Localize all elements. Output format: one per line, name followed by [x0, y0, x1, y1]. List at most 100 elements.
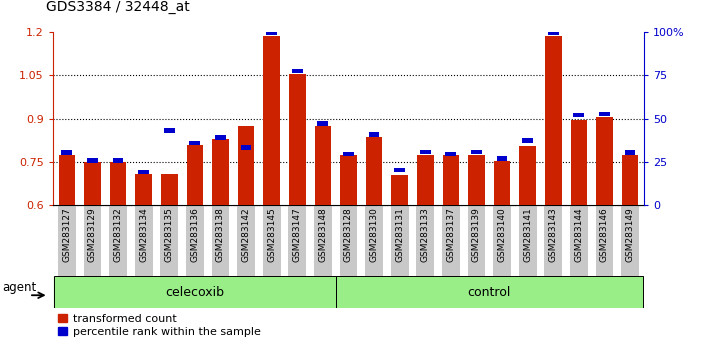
- Bar: [596, 117, 612, 205]
- Text: control: control: [467, 286, 511, 298]
- Bar: [292, 69, 303, 73]
- Bar: [315, 126, 331, 205]
- Bar: [84, 205, 101, 276]
- Bar: [263, 36, 280, 205]
- Bar: [110, 162, 127, 205]
- Bar: [494, 205, 511, 276]
- Bar: [187, 144, 203, 205]
- Text: GSM283135: GSM283135: [165, 207, 174, 262]
- Text: GSM283134: GSM283134: [139, 207, 148, 262]
- Bar: [54, 276, 336, 308]
- Text: GSM283141: GSM283141: [523, 207, 532, 262]
- Text: GSM283133: GSM283133: [421, 207, 429, 262]
- Text: GSM283129: GSM283129: [88, 207, 97, 262]
- Legend: transformed count, percentile rank within the sample: transformed count, percentile rank withi…: [58, 314, 260, 337]
- Text: GSM283140: GSM283140: [498, 207, 507, 262]
- Bar: [161, 205, 178, 276]
- Bar: [417, 205, 434, 276]
- Bar: [289, 74, 306, 205]
- Bar: [238, 126, 254, 205]
- Text: GSM283145: GSM283145: [268, 207, 276, 262]
- Text: GSM283136: GSM283136: [190, 207, 199, 262]
- Bar: [574, 113, 584, 118]
- Bar: [339, 205, 358, 276]
- Text: GSM283149: GSM283149: [626, 207, 634, 262]
- Text: GDS3384 / 32448_at: GDS3384 / 32448_at: [46, 0, 189, 14]
- Bar: [366, 137, 382, 205]
- Bar: [570, 120, 587, 205]
- Bar: [212, 139, 229, 205]
- Bar: [161, 173, 177, 205]
- Bar: [394, 168, 405, 172]
- Text: GSM283128: GSM283128: [344, 207, 353, 262]
- Bar: [599, 112, 610, 116]
- Text: GSM283146: GSM283146: [600, 207, 609, 262]
- Bar: [570, 205, 588, 276]
- Bar: [417, 155, 434, 205]
- Bar: [58, 155, 75, 205]
- Bar: [336, 276, 643, 308]
- Bar: [545, 36, 562, 205]
- Bar: [135, 205, 153, 276]
- Bar: [113, 159, 123, 163]
- Bar: [471, 150, 482, 154]
- Text: celecoxib: celecoxib: [165, 286, 225, 298]
- Bar: [314, 205, 332, 276]
- Text: GSM283127: GSM283127: [63, 207, 71, 262]
- Text: GSM283130: GSM283130: [370, 207, 379, 262]
- Bar: [391, 205, 408, 276]
- Bar: [61, 150, 73, 155]
- Text: agent: agent: [3, 281, 37, 294]
- Bar: [54, 276, 336, 308]
- Bar: [624, 150, 636, 155]
- Bar: [186, 205, 203, 276]
- Bar: [58, 205, 76, 276]
- Bar: [318, 121, 328, 126]
- Bar: [212, 205, 230, 276]
- Text: GSM283131: GSM283131: [395, 207, 404, 262]
- Bar: [87, 158, 98, 163]
- Bar: [138, 170, 149, 175]
- Bar: [520, 146, 536, 205]
- Text: GSM283137: GSM283137: [446, 207, 455, 262]
- Bar: [391, 175, 408, 205]
- Text: GSM283143: GSM283143: [549, 207, 558, 262]
- Bar: [289, 205, 306, 276]
- Text: GSM283147: GSM283147: [293, 207, 302, 262]
- Bar: [109, 205, 127, 276]
- Bar: [164, 129, 175, 133]
- Bar: [442, 205, 460, 276]
- Bar: [494, 160, 510, 205]
- Bar: [596, 205, 613, 276]
- Bar: [336, 276, 643, 308]
- Bar: [497, 156, 508, 161]
- Bar: [622, 155, 639, 205]
- Bar: [446, 152, 456, 156]
- Bar: [522, 138, 533, 143]
- Bar: [237, 205, 255, 276]
- Bar: [365, 205, 383, 276]
- Bar: [369, 132, 379, 137]
- Bar: [84, 162, 101, 205]
- Bar: [467, 205, 485, 276]
- Bar: [343, 152, 354, 156]
- Text: GSM283138: GSM283138: [216, 207, 225, 262]
- Bar: [621, 205, 639, 276]
- Text: GSM283132: GSM283132: [113, 207, 122, 262]
- Bar: [443, 155, 459, 205]
- Bar: [544, 205, 562, 276]
- Text: GSM283139: GSM283139: [472, 207, 481, 262]
- Bar: [263, 205, 280, 276]
- Text: GSM283148: GSM283148: [318, 207, 327, 262]
- Bar: [420, 149, 431, 154]
- Text: GSM283142: GSM283142: [241, 207, 251, 262]
- Bar: [189, 141, 201, 145]
- Bar: [135, 173, 152, 205]
- Bar: [519, 205, 536, 276]
- Text: GSM283144: GSM283144: [574, 207, 584, 262]
- Bar: [340, 155, 357, 205]
- Bar: [241, 145, 251, 150]
- Bar: [468, 155, 485, 205]
- Bar: [266, 31, 277, 35]
- Bar: [548, 30, 559, 35]
